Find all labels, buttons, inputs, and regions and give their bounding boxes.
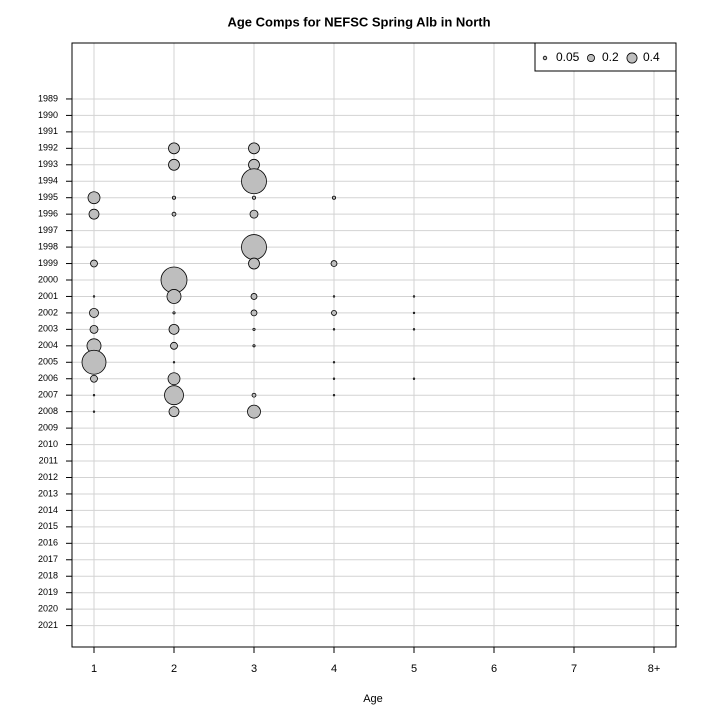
y-tick-label: 2015 (38, 521, 58, 531)
plot-frame (71, 42, 677, 648)
bubble (248, 142, 260, 155)
legend: 0.05 0.2 0.4 (534, 42, 677, 72)
y-tick-label: 2002 (38, 307, 58, 317)
y-tick-label: 2008 (38, 406, 58, 416)
bubble (167, 372, 181, 386)
bubble (412, 377, 416, 380)
y-tick-label: 2014 (38, 505, 58, 515)
y-tick-label: 1991 (38, 126, 58, 136)
bubble (252, 327, 256, 331)
bubble (87, 191, 101, 205)
y-tick-label: 2012 (38, 472, 58, 482)
x-tick-label: 6 (491, 663, 497, 675)
x-tick-label: 7 (571, 663, 577, 675)
bubble (166, 289, 182, 304)
bubble (331, 195, 336, 200)
bubble (330, 260, 338, 267)
y-tick-label: 1989 (38, 93, 58, 103)
bubble (241, 234, 267, 260)
legend-label: 0.2 (602, 50, 619, 64)
bubble (90, 374, 98, 383)
bubble (250, 293, 258, 300)
y-tick-label: 2016 (38, 538, 58, 548)
y-tick-label: 1993 (38, 159, 58, 169)
y-tick-label: 2004 (38, 340, 58, 350)
y-tick-label: 1998 (38, 241, 58, 251)
y-tick-label: 1995 (38, 192, 58, 202)
bubble (89, 307, 99, 318)
bubble (251, 195, 256, 200)
bubble (248, 257, 260, 270)
x-tick-label: 5 (411, 663, 417, 675)
chart-title: Age Comps for NEFSC Spring Alb in North (227, 14, 490, 29)
x-tick-label: 4 (331, 663, 337, 675)
bubble (164, 385, 184, 406)
bubble (249, 209, 259, 219)
bubble (332, 393, 336, 397)
y-tick-label: 1994 (38, 176, 58, 186)
bubble (171, 211, 177, 217)
y-tick-label: 2020 (38, 604, 58, 614)
bubble (247, 404, 261, 419)
y-tick-label: 2018 (38, 571, 58, 581)
legend-frame (534, 42, 677, 72)
y-tick-label: 2000 (38, 274, 58, 284)
y-tick-label: 2013 (38, 488, 58, 498)
bubble (332, 295, 336, 298)
y-tick-label: 2007 (38, 390, 58, 400)
legend-label: 0.4 (643, 50, 660, 64)
legend-bubble (542, 55, 548, 61)
legend-bubble (626, 52, 638, 64)
bubble (89, 324, 99, 334)
bubble (412, 311, 416, 315)
y-tick-label: 1990 (38, 110, 58, 120)
y-tick-label: 2010 (38, 439, 58, 449)
x-tick-label: 2 (171, 663, 177, 675)
bubble (332, 328, 336, 331)
y-tick-label: 2005 (38, 357, 58, 367)
bubble (172, 361, 176, 364)
bubble (168, 158, 180, 171)
bubble (90, 259, 98, 268)
x-axis-label: Age (363, 693, 383, 705)
bubble (168, 406, 180, 418)
bubble (92, 295, 96, 298)
x-tick-label: 8+ (648, 663, 661, 675)
y-tick-label: 2021 (38, 620, 58, 630)
y-tick-label: 1992 (38, 143, 58, 153)
bubble (412, 328, 416, 331)
y-tick-label: 2019 (38, 587, 58, 597)
bubble (250, 309, 258, 317)
y-tick-label: 2009 (38, 422, 58, 432)
y-tick-label: 1999 (38, 258, 58, 268)
legend-label: 0.05 (556, 50, 580, 64)
bubble (81, 349, 107, 375)
bubble (252, 344, 256, 348)
y-tick-label: 1997 (38, 225, 58, 235)
y-tick-label: 2006 (38, 373, 58, 383)
bubble (171, 195, 176, 200)
y-tick-label: 2003 (38, 324, 58, 334)
y-tick-label: 2017 (38, 554, 58, 564)
bubble (168, 142, 180, 155)
bubble (92, 393, 96, 397)
bubble (332, 361, 336, 364)
y-tick-label: 2011 (39, 455, 58, 465)
bubble (251, 392, 257, 398)
bubble (88, 208, 100, 220)
bubble (170, 341, 178, 350)
y-tick-label: 2001 (38, 291, 58, 301)
y-tick-label: 1996 (38, 209, 58, 219)
bubble (241, 168, 267, 195)
bubble (331, 309, 337, 316)
bubble (168, 323, 180, 335)
bubble (332, 377, 336, 380)
bubble (412, 295, 416, 298)
bubble (172, 311, 176, 315)
bubble (92, 410, 96, 413)
x-tick-label: 1 (91, 663, 97, 675)
x-tick-label: 3 (251, 663, 257, 675)
legend-bubble (587, 54, 595, 62)
